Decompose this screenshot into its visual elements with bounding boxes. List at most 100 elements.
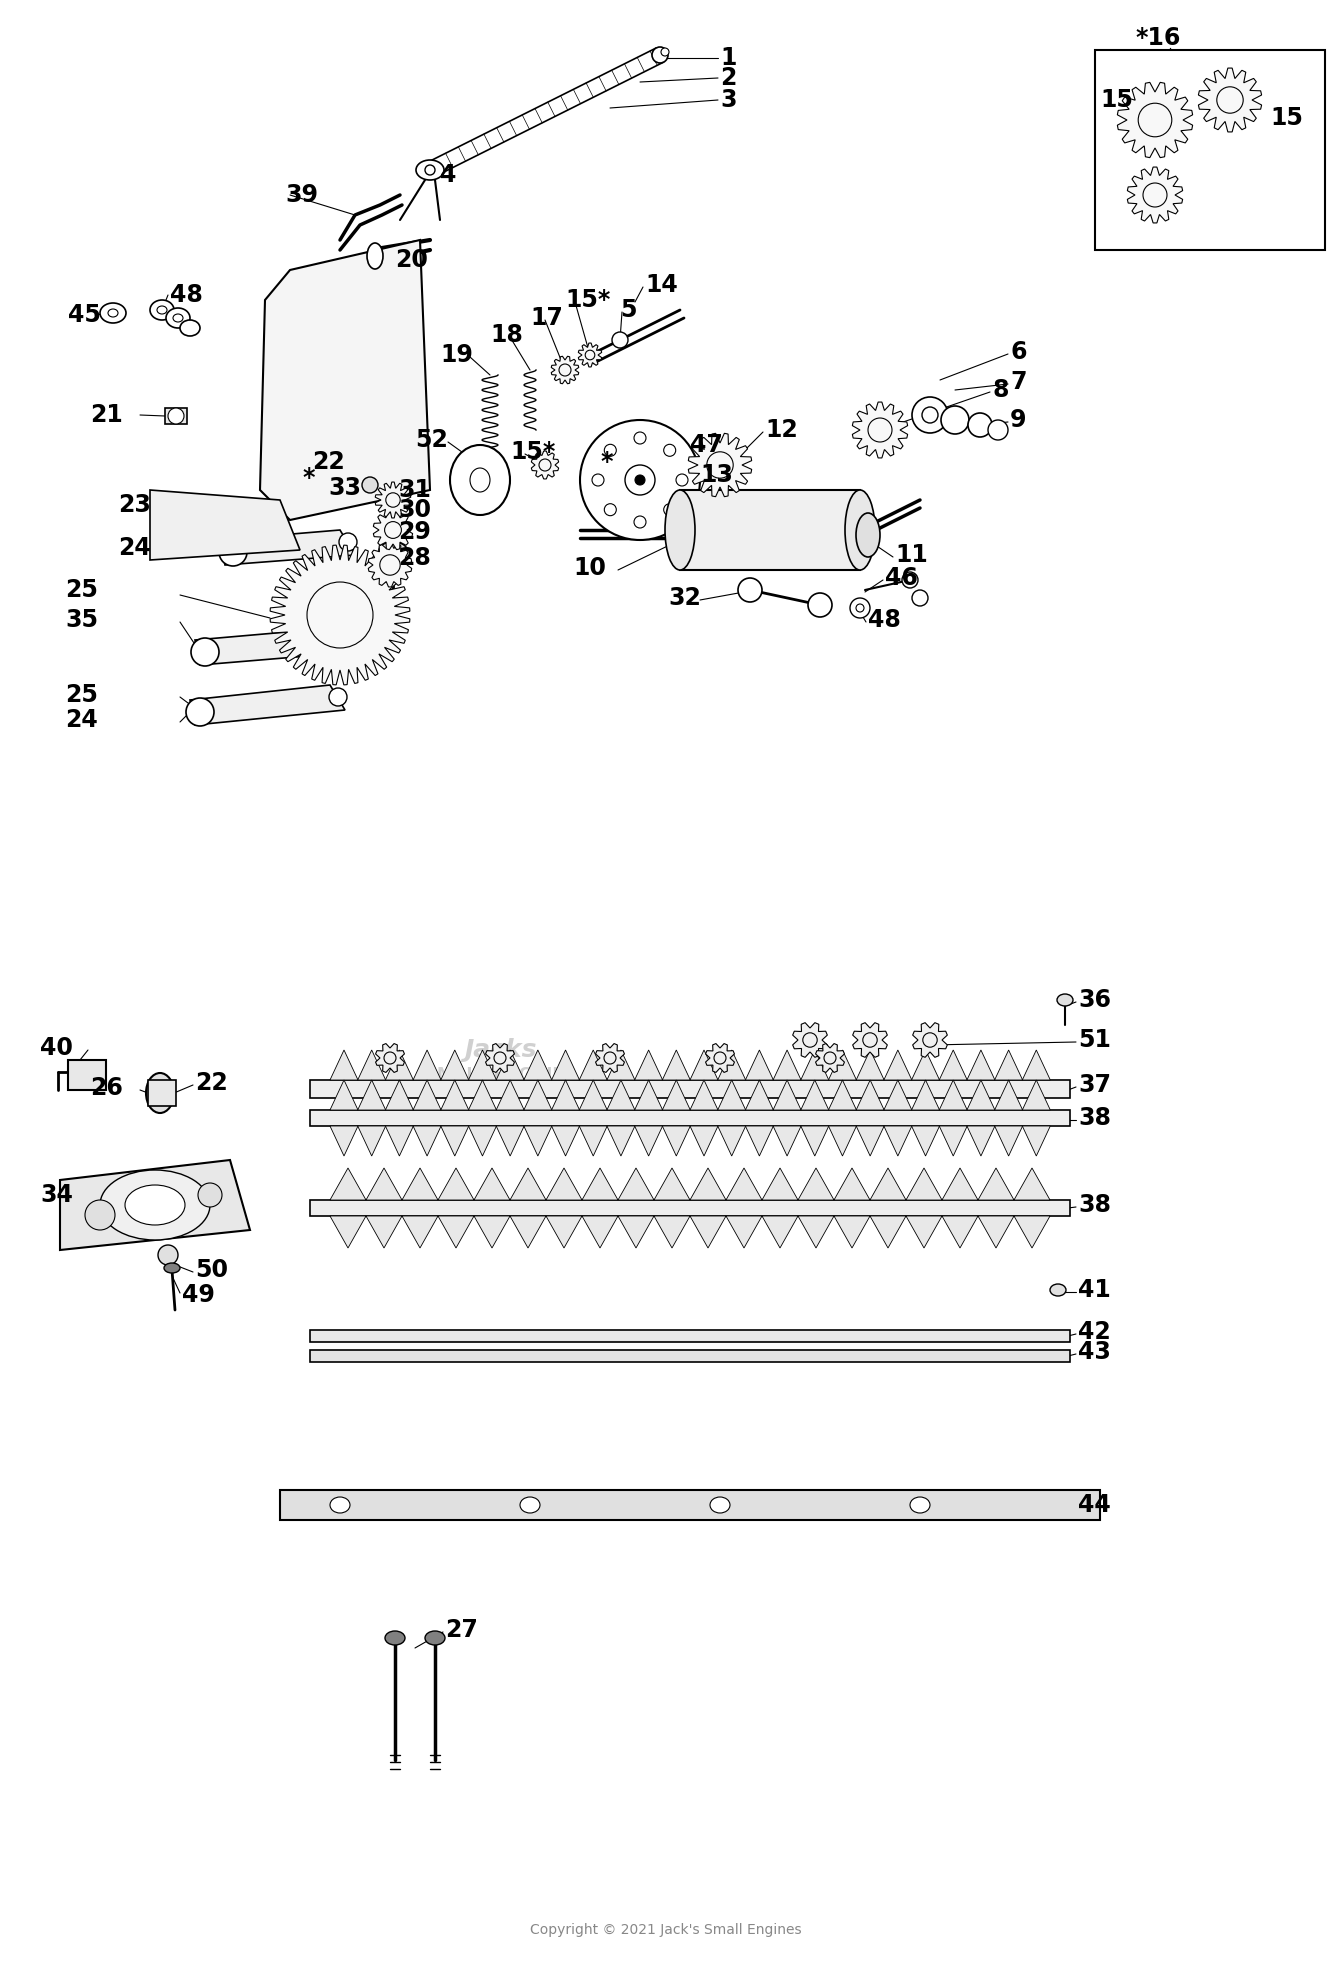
Ellipse shape — [580, 421, 700, 541]
Polygon shape — [524, 1050, 552, 1079]
Text: 27: 27 — [445, 1618, 477, 1642]
Text: 32: 32 — [668, 586, 701, 609]
Ellipse shape — [416, 159, 444, 181]
Text: 38: 38 — [1078, 1193, 1110, 1217]
Ellipse shape — [585, 350, 595, 360]
Bar — [165, 409, 187, 425]
Ellipse shape — [539, 458, 551, 472]
Ellipse shape — [592, 474, 604, 486]
Ellipse shape — [367, 244, 383, 269]
Ellipse shape — [988, 421, 1008, 440]
Text: 15: 15 — [1270, 106, 1302, 130]
Polygon shape — [793, 1022, 828, 1058]
Ellipse shape — [710, 1496, 730, 1514]
Polygon shape — [635, 1079, 663, 1111]
Polygon shape — [690, 1168, 726, 1199]
Ellipse shape — [635, 433, 647, 444]
Polygon shape — [829, 1127, 857, 1156]
Polygon shape — [367, 1168, 403, 1199]
Polygon shape — [994, 1079, 1022, 1111]
Text: 9: 9 — [1010, 409, 1026, 433]
Polygon shape — [856, 1127, 884, 1156]
Polygon shape — [978, 1217, 1014, 1248]
Text: 29: 29 — [399, 519, 431, 545]
Bar — [280, 1490, 1100, 1520]
Polygon shape — [191, 684, 345, 725]
Polygon shape — [367, 1217, 403, 1248]
Polygon shape — [816, 1044, 844, 1071]
Polygon shape — [357, 1050, 385, 1079]
Ellipse shape — [604, 503, 616, 515]
Ellipse shape — [331, 1496, 351, 1514]
Text: *: * — [600, 450, 612, 474]
Polygon shape — [579, 342, 601, 368]
Text: 23: 23 — [119, 493, 151, 517]
Ellipse shape — [379, 543, 407, 558]
Polygon shape — [801, 1127, 829, 1156]
Polygon shape — [762, 1217, 798, 1248]
Ellipse shape — [805, 1034, 814, 1046]
Polygon shape — [745, 1079, 773, 1111]
Polygon shape — [485, 1044, 515, 1071]
Text: 15: 15 — [1100, 88, 1133, 112]
Polygon shape — [1022, 1127, 1050, 1156]
Ellipse shape — [1217, 87, 1244, 114]
Ellipse shape — [664, 444, 676, 456]
Polygon shape — [978, 1168, 1014, 1199]
Ellipse shape — [604, 444, 616, 456]
Ellipse shape — [329, 688, 347, 706]
Polygon shape — [690, 1079, 718, 1111]
Polygon shape — [717, 1050, 745, 1079]
Ellipse shape — [706, 452, 733, 478]
Polygon shape — [856, 1050, 884, 1079]
Text: 51: 51 — [1078, 1028, 1110, 1052]
Ellipse shape — [451, 444, 511, 515]
Polygon shape — [220, 531, 355, 564]
Polygon shape — [468, 1127, 496, 1156]
Text: 5: 5 — [620, 299, 636, 322]
Ellipse shape — [159, 1244, 179, 1264]
Text: 42: 42 — [1078, 1319, 1110, 1345]
Ellipse shape — [612, 332, 628, 348]
Ellipse shape — [219, 539, 247, 566]
Polygon shape — [913, 1022, 948, 1058]
Ellipse shape — [100, 303, 127, 322]
Ellipse shape — [191, 639, 219, 666]
Polygon shape — [1198, 69, 1261, 132]
Text: 37: 37 — [1078, 1073, 1110, 1097]
Polygon shape — [368, 543, 412, 588]
Text: Jacks: Jacks — [464, 1038, 536, 1062]
Polygon shape — [439, 1168, 475, 1199]
Bar — [148, 1079, 176, 1107]
Text: *: * — [303, 466, 315, 490]
Text: 11: 11 — [894, 543, 928, 566]
Text: 10: 10 — [573, 556, 607, 580]
Polygon shape — [547, 1168, 583, 1199]
Text: 2: 2 — [720, 67, 736, 90]
Ellipse shape — [311, 586, 371, 645]
Ellipse shape — [384, 1052, 396, 1064]
Polygon shape — [853, 1022, 888, 1058]
Polygon shape — [690, 1050, 718, 1079]
Ellipse shape — [164, 1262, 180, 1274]
Text: 48: 48 — [868, 607, 901, 631]
Polygon shape — [745, 1050, 773, 1079]
Text: 28: 28 — [399, 547, 431, 570]
Text: 22: 22 — [312, 450, 345, 474]
Ellipse shape — [307, 582, 373, 649]
Polygon shape — [690, 1127, 718, 1156]
Ellipse shape — [862, 1032, 877, 1048]
Polygon shape — [607, 1050, 635, 1079]
Polygon shape — [1117, 83, 1193, 157]
Polygon shape — [852, 403, 908, 458]
Polygon shape — [870, 1217, 906, 1248]
Text: 21: 21 — [91, 403, 123, 427]
Text: 40: 40 — [40, 1036, 73, 1060]
Text: Copyright © 2021 Jack's Small Engines: Copyright © 2021 Jack's Small Engines — [531, 1923, 802, 1937]
Polygon shape — [596, 1044, 624, 1071]
Ellipse shape — [157, 307, 167, 315]
Text: 50: 50 — [195, 1258, 228, 1282]
Bar — [68, 1060, 107, 1089]
Polygon shape — [834, 1217, 870, 1248]
Polygon shape — [524, 1079, 552, 1111]
